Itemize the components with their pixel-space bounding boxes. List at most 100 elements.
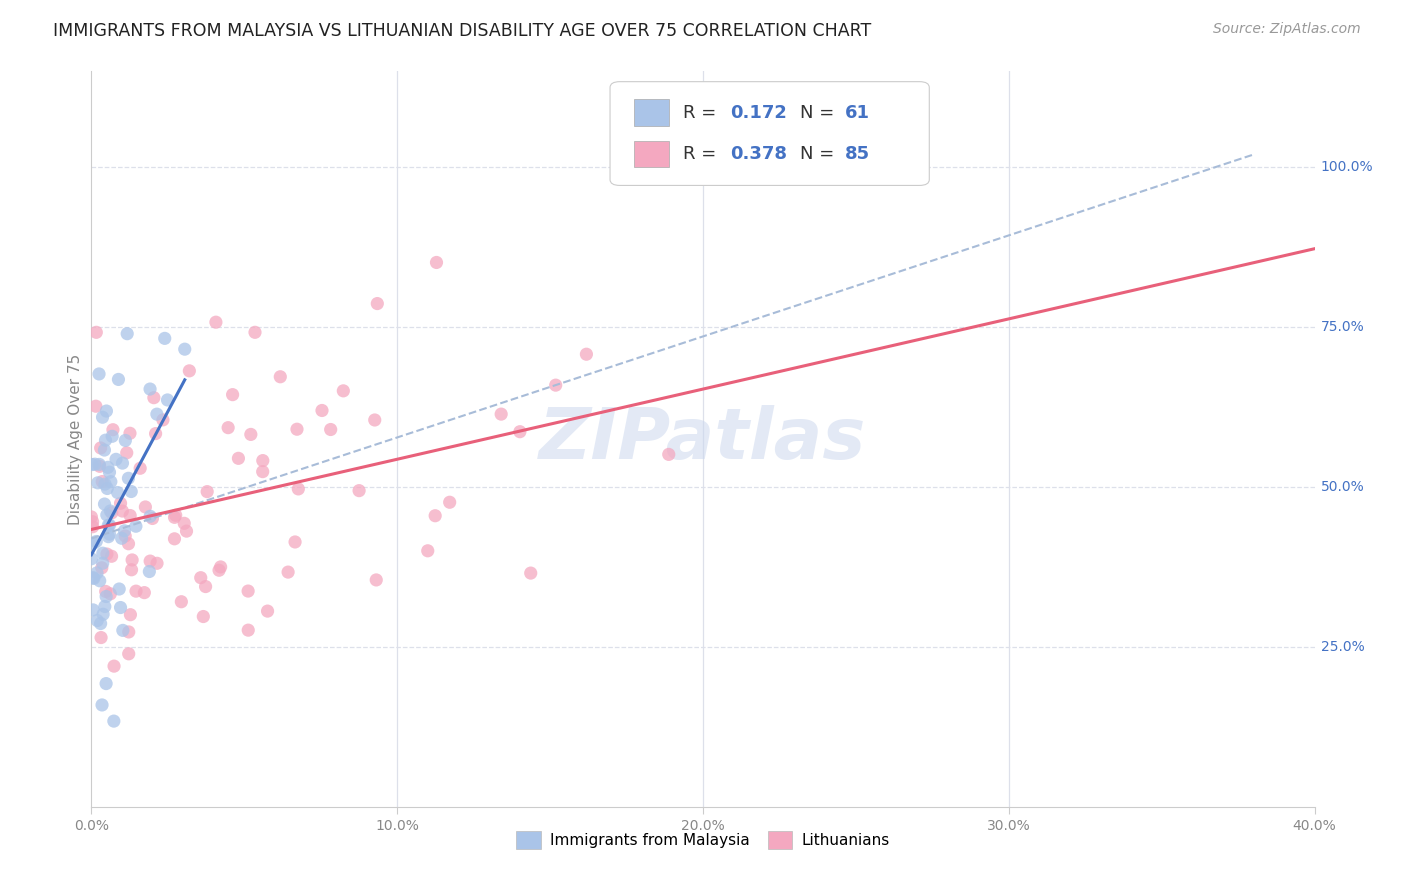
Point xyxy=(82,603,104,617)
Point xyxy=(91,410,114,425)
Point xyxy=(146,407,169,421)
Point xyxy=(125,519,148,533)
Point xyxy=(94,433,117,447)
Point xyxy=(101,423,124,437)
Point xyxy=(134,500,156,514)
Text: R =: R = xyxy=(683,145,723,162)
Point xyxy=(208,563,231,577)
Point xyxy=(114,529,136,543)
Text: 75.0%: 75.0% xyxy=(1320,320,1364,334)
Text: R =: R = xyxy=(683,103,723,121)
Point xyxy=(100,549,122,564)
Point xyxy=(252,465,274,479)
Point xyxy=(100,475,122,489)
Text: 25.0%: 25.0% xyxy=(1320,640,1364,654)
Point xyxy=(176,524,198,538)
Point xyxy=(115,446,138,460)
Point xyxy=(347,483,370,498)
Point xyxy=(118,647,141,661)
Point xyxy=(111,504,134,518)
Point xyxy=(239,427,262,442)
Point xyxy=(252,453,274,467)
Text: N =: N = xyxy=(800,145,839,162)
Point xyxy=(121,553,143,567)
Point xyxy=(84,399,107,413)
Point xyxy=(425,255,447,269)
Point xyxy=(195,484,218,499)
Bar xyxy=(634,141,669,167)
Point xyxy=(82,536,104,550)
Point xyxy=(91,475,114,489)
Point xyxy=(139,509,162,524)
Point xyxy=(236,584,259,599)
Point xyxy=(94,590,117,604)
Point xyxy=(138,565,160,579)
Point xyxy=(94,477,117,491)
Point xyxy=(91,556,114,570)
Point xyxy=(96,508,118,522)
Text: ZIPatlas: ZIPatlas xyxy=(540,405,866,474)
Point xyxy=(170,595,193,609)
Point xyxy=(86,566,108,580)
Point xyxy=(111,456,134,470)
Point xyxy=(87,367,110,381)
Point xyxy=(285,422,308,436)
Point xyxy=(100,587,122,601)
Point xyxy=(98,465,121,479)
Point xyxy=(80,510,103,524)
Point xyxy=(93,443,115,458)
Point xyxy=(89,458,111,472)
Point xyxy=(209,560,232,574)
Point xyxy=(544,378,567,392)
Point xyxy=(89,574,111,588)
Point xyxy=(142,391,165,405)
Point xyxy=(101,429,124,443)
Point xyxy=(103,659,125,673)
Bar xyxy=(634,99,669,126)
Point xyxy=(82,515,104,529)
Point xyxy=(575,347,598,361)
Point xyxy=(165,508,187,523)
Point xyxy=(91,607,114,622)
Point xyxy=(238,623,260,637)
Point xyxy=(103,714,125,728)
Text: Source: ZipAtlas.com: Source: ZipAtlas.com xyxy=(1213,22,1361,37)
Point xyxy=(110,496,132,510)
Text: N =: N = xyxy=(800,103,839,121)
Point xyxy=(134,585,156,599)
Point xyxy=(101,506,124,520)
Text: 0.172: 0.172 xyxy=(730,103,787,121)
Point xyxy=(287,482,309,496)
Point xyxy=(121,563,143,577)
Point xyxy=(82,519,104,533)
Point xyxy=(118,624,141,639)
Point xyxy=(364,413,387,427)
Point xyxy=(111,624,134,638)
Point xyxy=(94,676,117,690)
Point xyxy=(96,547,118,561)
Point xyxy=(84,326,107,340)
Point xyxy=(80,458,103,472)
Point xyxy=(82,571,104,585)
Point xyxy=(221,387,243,401)
Point xyxy=(277,565,299,579)
Point xyxy=(439,495,461,509)
Point xyxy=(120,607,142,622)
Point xyxy=(425,508,447,523)
Point xyxy=(179,364,201,378)
Point xyxy=(163,510,186,524)
FancyBboxPatch shape xyxy=(610,82,929,186)
Point xyxy=(90,631,112,645)
Point xyxy=(416,543,439,558)
Point xyxy=(139,382,162,396)
Point xyxy=(114,524,136,538)
Point xyxy=(107,372,129,386)
Point xyxy=(90,561,112,575)
Point xyxy=(190,571,212,585)
Point xyxy=(94,584,117,599)
Point xyxy=(80,551,103,566)
Point xyxy=(115,326,138,341)
Point xyxy=(117,471,139,485)
Point xyxy=(87,475,110,490)
Point xyxy=(205,315,228,329)
